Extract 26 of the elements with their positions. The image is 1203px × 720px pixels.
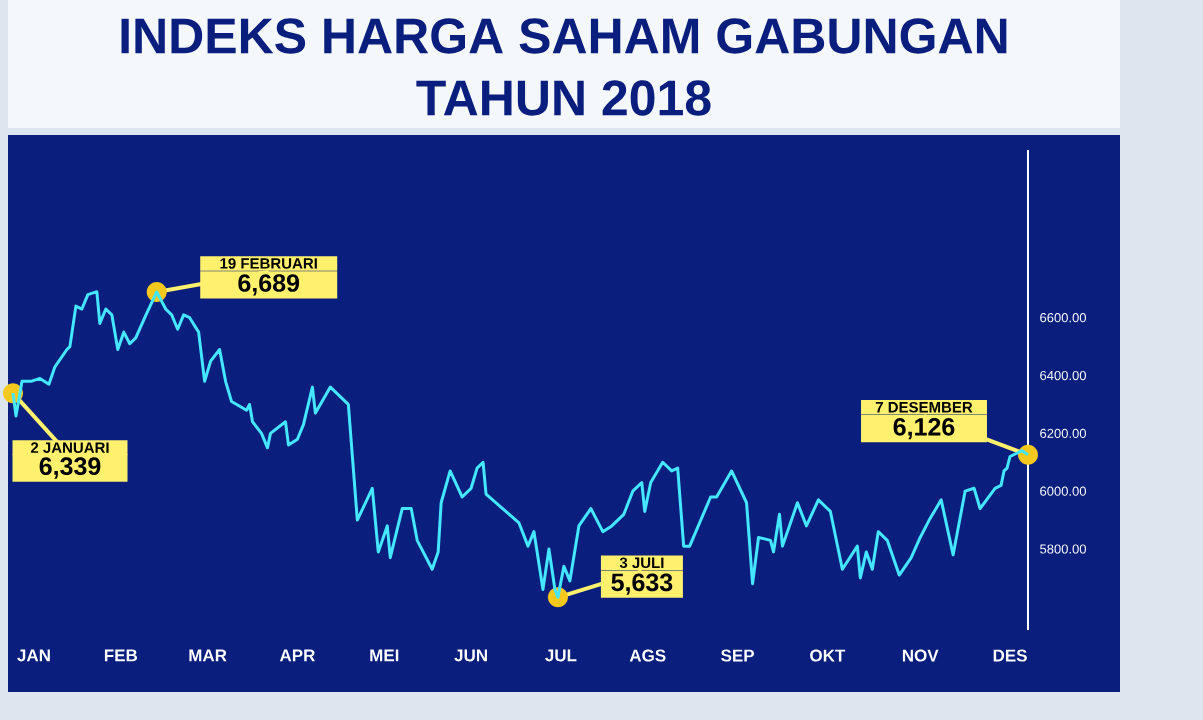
x-tick-label: OKT [810,649,846,662]
y-tick-label: 6400.00 [1040,370,1086,381]
x-tick-label: FEB [104,649,138,662]
x-tick-label: APR [279,649,316,662]
x-tick-label: JAN [17,649,50,662]
x-tick-label: MEI [370,649,399,662]
x-tick-label: MAR [189,649,227,662]
x-tick-label: NOV [902,649,939,662]
y-tick-label: 5800.00 [1040,544,1086,554]
annotation: 5,633 [611,573,673,595]
annotation: 19 FEBRUARI [220,258,317,269]
annotation: 3 JULI [619,557,664,569]
x-tick-label: JUN [454,649,487,662]
chart-subtitle: TAHUN 2018 [416,80,711,116]
x-tick-label: JUL [545,649,577,662]
x-tick-label: AGS [629,649,666,662]
annotation: 2 JANUARI [30,442,109,453]
annotation: 6,126 [893,417,955,440]
x-tick-label: DES [993,649,1027,662]
annotation: 7 DESEMBER [875,401,973,413]
y-tick-label: 6000.00 [1040,486,1086,496]
y-tick-label: 6200.00 [1040,428,1086,438]
y-tick-label: 6600.00 [1040,313,1086,323]
x-tick-label: SEP [721,649,754,662]
chart-title: INDEKS HARGA SAHAM GABUNGAN [121,18,1007,54]
annotation: 6,339 [39,457,101,479]
